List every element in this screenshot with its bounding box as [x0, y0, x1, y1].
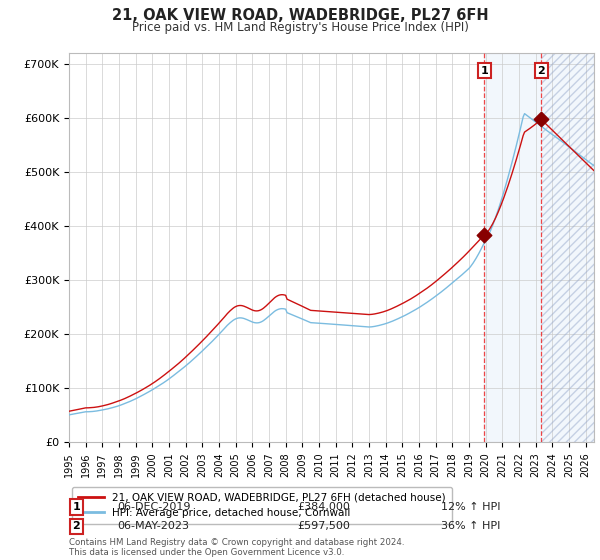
- Bar: [541, 53, 594, 442]
- Bar: [484, 53, 594, 442]
- Text: 06-MAY-2023: 06-MAY-2023: [117, 521, 189, 531]
- Text: 1: 1: [73, 502, 80, 512]
- Text: 06-DEC-2019: 06-DEC-2019: [117, 502, 191, 512]
- Point: [536, 115, 546, 124]
- Text: £384,000: £384,000: [297, 502, 350, 512]
- Text: Price paid vs. HM Land Registry's House Price Index (HPI): Price paid vs. HM Land Registry's House …: [131, 21, 469, 34]
- Text: 2: 2: [73, 521, 80, 531]
- Text: £597,500: £597,500: [297, 521, 350, 531]
- Text: 1: 1: [481, 66, 488, 76]
- Text: Contains HM Land Registry data © Crown copyright and database right 2024.
This d: Contains HM Land Registry data © Crown c…: [69, 538, 404, 557]
- Text: 36% ↑ HPI: 36% ↑ HPI: [441, 521, 500, 531]
- Text: 12% ↑ HPI: 12% ↑ HPI: [441, 502, 500, 512]
- Text: 2: 2: [538, 66, 545, 76]
- Legend: 21, OAK VIEW ROAD, WADEBRIDGE, PL27 6FH (detached house), HPI: Average price, de: 21, OAK VIEW ROAD, WADEBRIDGE, PL27 6FH …: [71, 487, 452, 524]
- Point: [479, 230, 489, 239]
- Text: 21, OAK VIEW ROAD, WADEBRIDGE, PL27 6FH: 21, OAK VIEW ROAD, WADEBRIDGE, PL27 6FH: [112, 8, 488, 24]
